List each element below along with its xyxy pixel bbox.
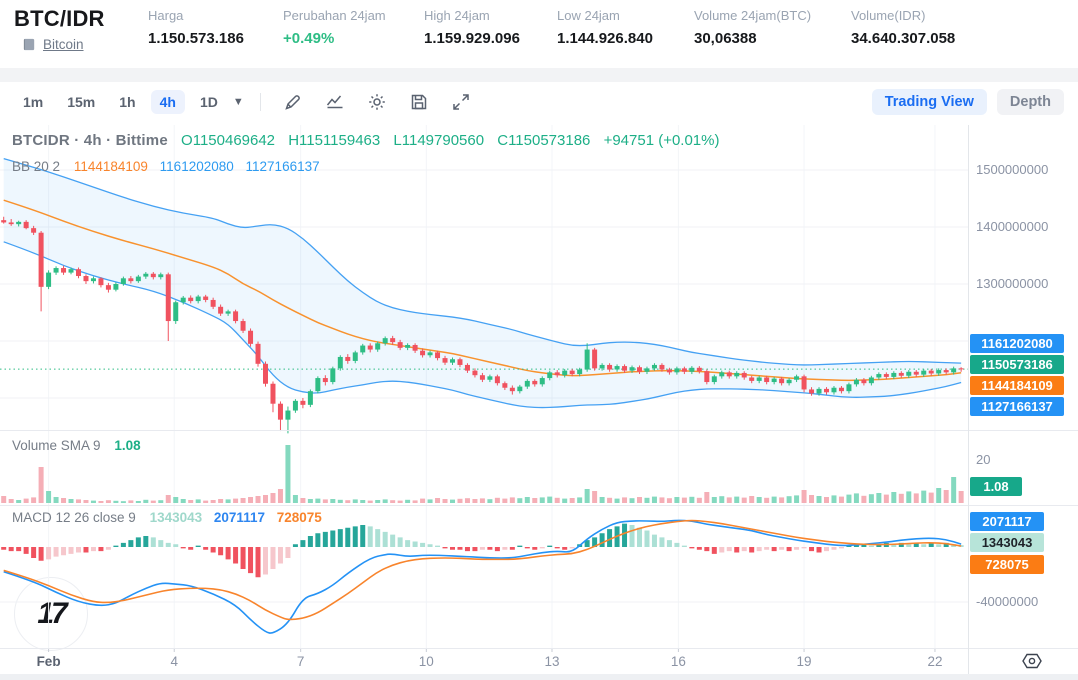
stat-volume-btc: Volume 24jam(BTC) 30,06388: [694, 8, 812, 47]
macd-hist-value: 1343043: [149, 510, 203, 525]
macd-axis-badge: 2071117: [970, 512, 1044, 531]
settings-gear-icon[interactable]: [367, 92, 387, 112]
macd-axis-tick: -40000000: [976, 594, 1039, 609]
timeframe-4h[interactable]: 4h: [150, 90, 185, 114]
stat-harga: Harga 1.150.573.186: [148, 8, 244, 47]
timeframe-1h[interactable]: 1h: [119, 94, 136, 110]
pane-separator-volume[interactable]: [0, 430, 1078, 431]
toolbar-divider: [259, 93, 261, 111]
time-tick-label[interactable]: 7: [296, 654, 305, 669]
base-asset-label[interactable]: Bitcoin: [43, 37, 84, 52]
time-tick-label[interactable]: Feb: [36, 654, 61, 669]
ohlc-high: H1151159463: [288, 132, 381, 149]
bollinger-band-layer: [3, 157, 962, 409]
macd-value: 2071117: [213, 510, 265, 525]
indicators-icon[interactable]: [325, 92, 345, 112]
timeframe-15m[interactable]: 15m: [67, 94, 96, 110]
draw-tool-icon[interactable]: [283, 92, 303, 112]
pair-header: BTC/IDR Bitcoin Harga 1.150.573.186 Peru…: [0, 0, 1078, 68]
header-divider-band: [0, 68, 1078, 82]
time-tick-label[interactable]: 13: [544, 654, 560, 669]
bottom-strip: [0, 674, 1078, 680]
ohlc-open: O1150469642: [181, 132, 276, 149]
axis-settings-icon[interactable]: [1009, 650, 1055, 672]
stat-volume-idr: Volume(IDR) 34.640.307.058: [851, 8, 956, 47]
book-icon: [22, 37, 37, 52]
timeframe-dropdown-caret-icon[interactable]: ▼: [232, 96, 244, 108]
tradingview-watermark-logo: 17: [14, 577, 88, 651]
macd-legend: MACD 12 26 close 9 1343043 2071117 72807…: [12, 510, 322, 525]
time-tick-label[interactable]: 22: [927, 654, 943, 669]
symbol-legend: BTCIDR · 4h · Bittime O1150469642 H11511…: [12, 132, 720, 149]
price-axis-separator: [968, 125, 969, 674]
trading-view-tab[interactable]: Trading View: [871, 89, 987, 115]
volume-bars-layer: [1, 445, 964, 503]
price-axis-badge: 1144184109: [970, 376, 1064, 395]
timeframe-1d[interactable]: 1D: [199, 94, 218, 110]
price-axis-badge: 1150573186: [970, 355, 1064, 374]
time-tick-label[interactable]: 10: [418, 654, 434, 669]
fullscreen-icon[interactable]: [451, 92, 471, 112]
bb-upper-value: 1161202080: [159, 159, 234, 174]
price-axis-badge: 1127166137: [970, 397, 1064, 416]
stat-change-24h: Perubahan 24jam +0.49%: [283, 8, 386, 47]
bb-mid-value: 1144184109: [73, 159, 148, 174]
ohlc-change: +94751 (+0.01%): [603, 132, 720, 149]
macd-axis-badge: 1343043: [970, 533, 1044, 552]
ohlc-close: C1150573186: [497, 132, 591, 149]
price-axis-tick: 1300000000: [976, 276, 1049, 291]
volume-axis-badge: 1.08: [970, 477, 1022, 496]
macd-signal-value: 728075: [276, 510, 322, 525]
time-axis-separator: [0, 648, 1078, 649]
macd-histogram-layer: [1, 523, 964, 578]
save-layout-icon[interactable]: [409, 92, 429, 112]
volume-axis-tick: 20: [976, 452, 991, 467]
base-asset-link[interactable]: Bitcoin: [22, 37, 84, 52]
price-axis-tick: 1500000000: [976, 162, 1049, 177]
ohlc-low: L1149790560: [393, 132, 485, 149]
depth-tab[interactable]: Depth: [996, 89, 1064, 115]
bollinger-legend: BB 20 2 1144184109 1161202080 1127166137: [12, 159, 320, 174]
macd-axis-badge: 728075: [970, 555, 1044, 574]
chart-toolbar: 1m 15m 1h 4h 1D ▼ Trading View Depth: [0, 82, 1078, 122]
volume-legend: Volume SMA 9 1.08: [12, 438, 141, 453]
volume-sma-value: 1.08: [114, 438, 141, 453]
pair-title: BTC/IDR: [14, 6, 105, 31]
timeframe-1m[interactable]: 1m: [23, 94, 44, 110]
candle-bodies-layer: [1, 220, 964, 420]
time-tick-label[interactable]: 16: [670, 654, 686, 669]
macd-lines-layer: [3, 519, 962, 634]
stat-high-24h: High 24jam 1.159.929.096: [424, 8, 520, 47]
bb-lower-value: 1127166137: [245, 159, 320, 174]
price-axis-tick: 1400000000: [976, 219, 1049, 234]
stat-low-24h: Low 24jam 1.144.926.840: [557, 8, 653, 47]
time-tick-label[interactable]: 4: [170, 654, 178, 669]
price-axis-badge: 1161202080: [970, 334, 1064, 353]
pane-separator-macd[interactable]: [0, 505, 1078, 506]
time-tick-label[interactable]: 19: [796, 654, 812, 669]
